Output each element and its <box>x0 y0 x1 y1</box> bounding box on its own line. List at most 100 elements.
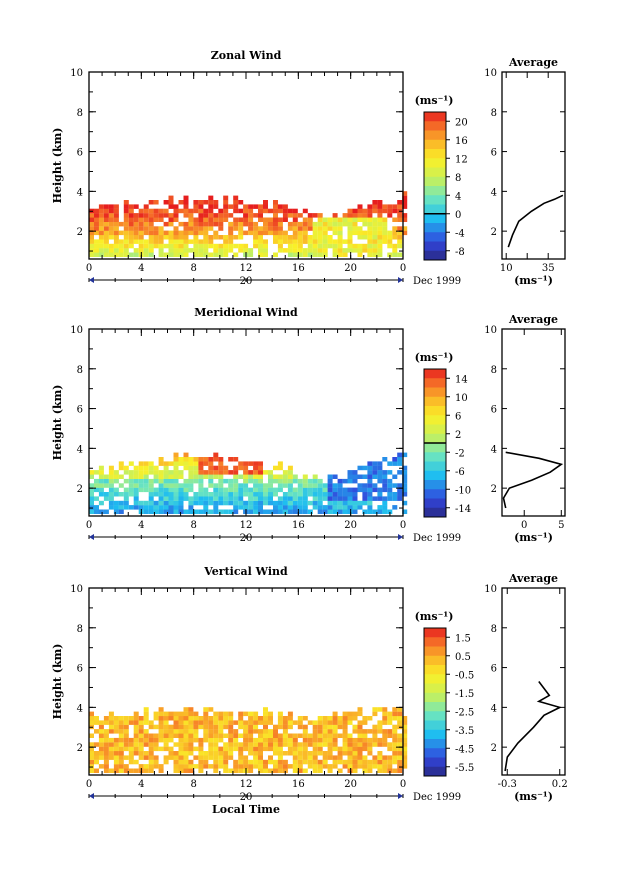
heatmap-cell <box>367 496 373 501</box>
average-frame <box>501 71 566 260</box>
heatmap-cell <box>248 213 254 218</box>
heatmap-cell <box>238 230 244 236</box>
heatmap-cell <box>322 505 328 510</box>
heatmap-cell <box>332 759 338 765</box>
heatmap-cell <box>218 487 224 493</box>
heatmap-cell <box>387 720 393 725</box>
heatmap-cell <box>322 243 328 249</box>
heatmap-cell <box>163 474 169 479</box>
heatmap-cell <box>392 729 398 734</box>
heatmap-cell <box>233 221 239 227</box>
heatmap-cell <box>158 707 164 712</box>
heatmap-cell <box>337 230 343 236</box>
heatmap-cell <box>238 496 244 501</box>
heatmap-cell <box>402 755 408 760</box>
heatmap-cell <box>248 742 254 747</box>
heatmap-cell <box>138 742 144 747</box>
heatmap-cell <box>148 200 154 205</box>
heatmap-cell <box>248 208 254 214</box>
heatmap-cell <box>143 729 149 734</box>
heatmap-cell <box>173 248 179 253</box>
colorbar-swatch <box>424 176 446 187</box>
heatmap-cell <box>163 243 169 249</box>
heatmap-cell <box>382 500 388 506</box>
heatmap-cell <box>292 720 298 725</box>
heatmap-cell <box>277 737 283 743</box>
heatmap-cell <box>103 751 109 756</box>
heatmap-cell <box>118 755 124 760</box>
heatmap-cell <box>357 243 363 249</box>
heatmap-cell <box>208 457 214 462</box>
heatmap-cell <box>312 729 318 734</box>
heatmap-cell <box>233 764 239 769</box>
heatmap-cell <box>352 509 358 514</box>
colorbar-swatch <box>424 396 446 407</box>
heatmap-cell <box>123 243 129 249</box>
heatmap-cell <box>258 764 263 769</box>
heatmap-cell <box>128 737 134 743</box>
heatmap-cell <box>188 716 194 721</box>
heatmap-cell <box>208 200 214 205</box>
heatmap-cell <box>282 720 288 725</box>
heatmap-cell <box>243 759 249 765</box>
heatmap-cell <box>292 764 298 769</box>
heatmap-cell <box>168 217 174 222</box>
heatmap-cell <box>317 243 323 249</box>
heatmap-cell <box>238 492 244 497</box>
heatmap-cell <box>402 729 408 734</box>
heatmap-cell <box>347 470 353 475</box>
heatmap-cell <box>258 226 263 231</box>
heatmap-cell <box>337 720 343 725</box>
heatmap-cell <box>287 764 293 769</box>
heatmap-cell <box>238 733 244 738</box>
heatmap-cell <box>89 235 94 240</box>
heatmap-cell <box>337 252 343 257</box>
heatmap-cell <box>297 742 303 747</box>
heatmap-cell <box>297 243 303 249</box>
heatmap-cell <box>98 226 104 231</box>
heatmap-cell <box>148 755 154 760</box>
heatmap-cell <box>258 213 263 218</box>
heatmap-cell <box>382 226 388 231</box>
heatmap-cell <box>327 724 333 730</box>
heatmap-cell <box>268 483 273 488</box>
heatmap-cell <box>173 235 179 240</box>
x-axis-label: Local Time <box>212 803 280 816</box>
heatmap-cell <box>287 226 293 231</box>
heatmap-cell <box>178 505 184 510</box>
heatmap-cell <box>402 191 408 196</box>
heatmap-cell <box>103 217 109 222</box>
heatmap-cell <box>208 243 214 249</box>
heatmap-cell <box>332 729 338 734</box>
heatmap-cell <box>243 465 249 471</box>
heatmap-cell <box>198 496 204 501</box>
heatmap-cell <box>103 243 109 249</box>
heatmap-cell <box>118 716 124 721</box>
heatmap-cell <box>362 737 368 743</box>
heatmap-cell <box>243 492 249 497</box>
heatmap-cell <box>178 759 184 765</box>
colorbar-swatch <box>424 369 446 379</box>
heatmap-cell <box>258 742 263 747</box>
panel-title: Zonal Wind <box>211 49 282 62</box>
heatmap-cell <box>173 509 179 514</box>
heatmap-cell <box>108 221 114 227</box>
heatmap-cell <box>337 492 343 497</box>
heatmap-cell <box>153 759 159 765</box>
heatmap-cell <box>178 751 184 756</box>
heatmap-cell <box>307 759 313 765</box>
heatmap-cell <box>233 742 239 747</box>
heatmap-cell <box>372 204 378 209</box>
heatmap-cell <box>223 195 229 201</box>
heatmap-cell <box>143 243 149 249</box>
heatmap-cell <box>113 478 119 484</box>
heatmap-cell <box>108 204 114 209</box>
heatmap-cell <box>89 496 94 501</box>
heatmap-cell <box>193 208 199 214</box>
heatmap-cell <box>347 226 353 231</box>
heatmap-cell <box>233 457 239 462</box>
heatmap-cell <box>317 478 323 484</box>
heatmap-cell <box>342 213 348 218</box>
heatmap-cell <box>118 230 124 236</box>
heatmap-cell <box>138 470 144 475</box>
